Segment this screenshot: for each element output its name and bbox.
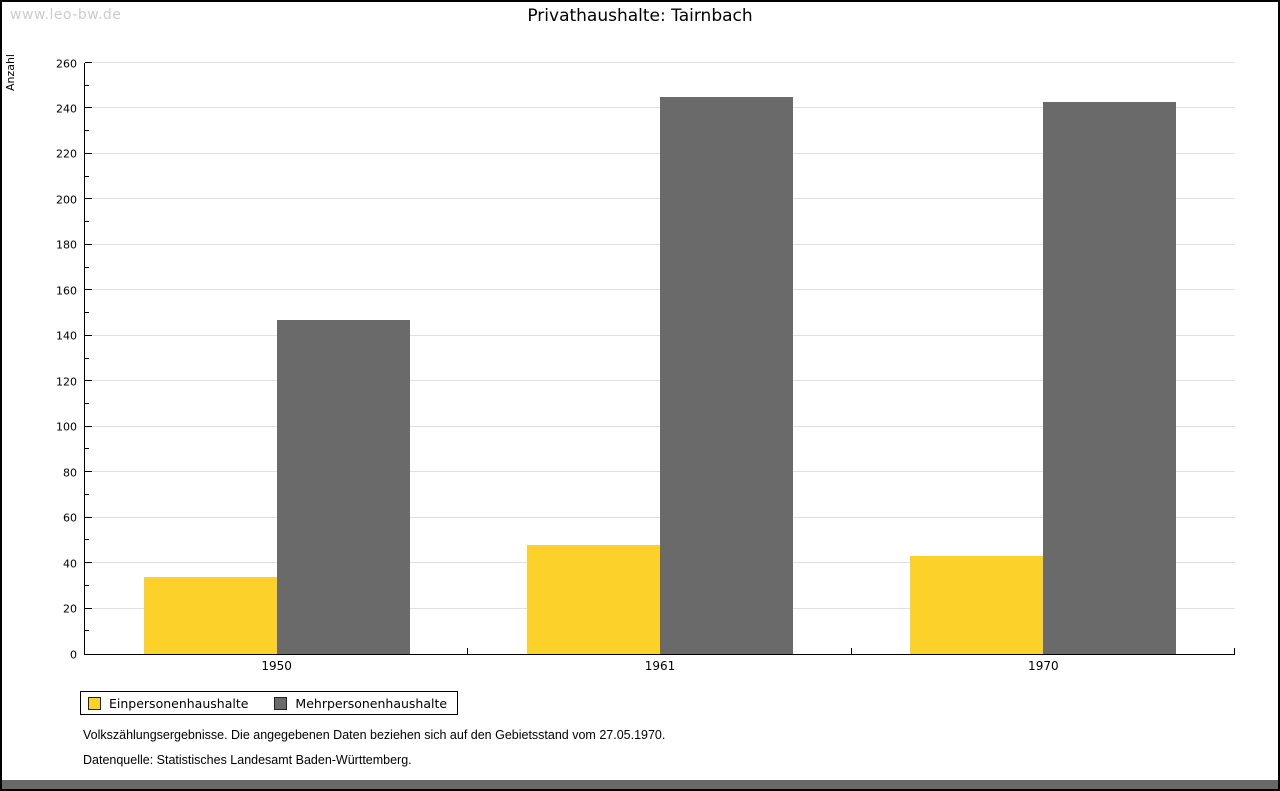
y-tick-label: 240	[56, 102, 77, 116]
y-tick-label: 120	[56, 375, 77, 389]
footnote-line-2: Datenquelle: Statistisches Landesamt Bad…	[83, 753, 412, 767]
watermark-text: www.leo-bw.de	[10, 7, 122, 23]
y-minor-tick	[85, 266, 89, 268]
y-minor-tick	[85, 175, 89, 177]
y-tick-label: 160	[56, 284, 77, 298]
legend-label: Einpersonenhaushalte	[109, 695, 249, 711]
y-tick-label: 0	[70, 648, 77, 661]
bottom-strip	[2, 780, 1278, 789]
y-minor-tick	[85, 221, 89, 223]
y-major-tick	[85, 107, 92, 109]
y-minor-tick	[85, 493, 89, 495]
y-major-tick	[85, 380, 92, 382]
y-minor-tick	[85, 312, 89, 314]
bar-einpersonenhaushalte-1970	[910, 556, 1044, 654]
y-tick-label: 40	[63, 557, 77, 571]
bar-einpersonenhaushalte-1950	[143, 576, 277, 654]
legend-label: Mehrpersonenhaushalte	[295, 695, 448, 711]
x-tick-label: 1950	[261, 659, 292, 673]
y-major-tick	[85, 243, 92, 245]
y-tick-label: 80	[63, 466, 77, 480]
x-boundary-tick	[850, 648, 852, 654]
legend-box: Einpersonenhaushalte Mehrpersonenhaushal…	[80, 691, 459, 715]
y-major-tick	[85, 607, 92, 609]
x-boundary-tick	[1234, 648, 1235, 654]
legend-swatch-gray	[274, 696, 288, 710]
y-gridline	[85, 62, 1235, 63]
y-major-tick	[85, 334, 92, 336]
y-major-tick	[85, 289, 92, 291]
y-major-tick	[85, 62, 92, 63]
x-boundary-tick	[467, 648, 469, 654]
y-tick-label: 180	[56, 238, 77, 252]
y-tick-label: 20	[63, 602, 77, 616]
y-major-tick	[85, 425, 92, 427]
y-minor-tick	[85, 402, 89, 404]
y-tick-label: 260	[56, 57, 77, 70]
x-tick-label: 1961	[644, 659, 676, 673]
y-minor-tick	[85, 630, 89, 632]
footnote-line-1: Volkszählungsergebnisse. Die angegebenen…	[83, 728, 666, 742]
bar-einpersonenhaushalte-1961	[527, 544, 660, 654]
y-tick-label: 60	[63, 511, 77, 525]
y-major-tick	[85, 471, 92, 473]
y-minor-tick	[85, 357, 89, 359]
legend-swatch-yellow	[88, 696, 101, 710]
chart-plot-area: 0 20 40 60 80 100 120 140 160 180 200 220 240 260 1950…	[56, 57, 1235, 673]
bar-mehrpersonenhaushalte-1961	[660, 97, 793, 654]
legend-item-mehrpersonenhaushalte: Mehrpersonenhaushalte	[274, 696, 447, 711]
y-major-tick	[85, 198, 92, 200]
y-minor-tick	[85, 539, 89, 541]
y-tick-label: 220	[56, 147, 77, 161]
y-tick-label: 140	[56, 329, 77, 343]
y-major-tick	[85, 562, 92, 564]
chart-title: Privathaushalte: Tairnbach	[527, 6, 753, 26]
y-tick-label: 200	[56, 193, 77, 207]
y-axis-title: Anzahl	[4, 54, 17, 92]
y-major-tick	[85, 152, 92, 154]
y-major-tick	[85, 516, 92, 518]
y-tick-label: 100	[56, 420, 77, 434]
y-minor-tick	[85, 448, 89, 450]
y-minor-tick	[85, 584, 89, 586]
bar-mehrpersonenhaushalte-1950	[276, 319, 410, 654]
y-minor-tick	[85, 84, 89, 86]
legend-item-einpersonenhaushalte: Einpersonenhaushalte	[88, 696, 248, 711]
y-minor-tick	[85, 130, 89, 132]
bar-mehrpersonenhaushalte-1970	[1043, 101, 1177, 654]
x-tick-label: 1970	[1028, 659, 1059, 673]
